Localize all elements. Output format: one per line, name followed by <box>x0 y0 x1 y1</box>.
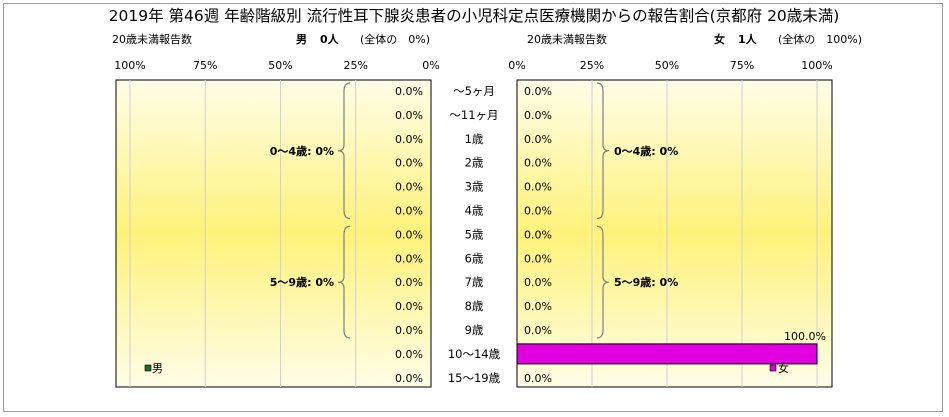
female-value-label: 0.0% <box>524 372 552 385</box>
age-category-label: 15〜19歳 <box>448 371 501 385</box>
female-value-label: 0.0% <box>524 133 552 146</box>
female-value-label: 0.0% <box>524 157 552 170</box>
chart-title: 2019年 第46週 年齢階級別 流行性耳下腺炎患者の小児科定点医療機関からの報… <box>109 7 840 25</box>
male-value-label: 0.0% <box>395 276 423 289</box>
female-report-label: 20歳未満報告数 <box>527 33 607 46</box>
female-panel: 0% 25% 50% 75% 100% 0.0% 0.0% 0.0% 0.0% 0.0% 0.0% 0… <box>508 59 833 388</box>
female-age-group-bracket <box>596 82 610 220</box>
male-value-label: 0.0% <box>395 300 423 313</box>
age-category-label: 10〜14歳 <box>448 347 501 361</box>
female-value-label: 0.0% <box>524 228 552 241</box>
age-category-label: 8歳 <box>465 299 484 313</box>
age-category-label: 5歳 <box>465 227 484 241</box>
male-x-tick-label: 50% <box>268 59 292 72</box>
female-x-tick-label: 50% <box>655 59 679 72</box>
female-age-group-bracket <box>596 225 610 339</box>
female-value-label: 0.0% <box>524 276 552 289</box>
age-category-label: 〜11ヶ月 <box>449 108 498 122</box>
male-age-group-bracket <box>337 225 351 339</box>
age-category-label: 7歳 <box>465 275 484 289</box>
male-plot-area <box>115 79 432 388</box>
male-x-tick-label: 100% <box>114 59 145 72</box>
female-share-label: (全体の 100%) <box>778 32 862 46</box>
age-category-label: 6歳 <box>465 251 484 265</box>
female-x-tick-label: 25% <box>580 59 604 72</box>
male-value-label: 0.0% <box>395 348 423 361</box>
age-category-label: 〜5ヶ月 <box>453 84 495 98</box>
male-value-label: 0.0% <box>395 324 423 337</box>
female-value-label: 0.0% <box>524 85 552 98</box>
male-value-label: 0.0% <box>395 228 423 241</box>
female-value-label: 100.0% <box>784 330 826 343</box>
age-category-label: 9歳 <box>465 323 484 337</box>
male-share-label: (全体の 0%) <box>360 32 430 46</box>
male-age-group-bracket <box>337 82 351 220</box>
male-report-label: 20歳未満報告数 <box>112 33 192 46</box>
male-count-label: 0人 <box>320 32 340 46</box>
female-x-tick-label: 100% <box>801 59 832 72</box>
male-x-tick-label: 75% <box>193 59 217 72</box>
female-legend-swatch <box>769 364 777 372</box>
female-legend-label: 女 <box>778 361 789 375</box>
female-bar <box>516 343 818 365</box>
female-count-label: 1人 <box>738 32 758 46</box>
female-value-label: 0.0% <box>524 252 552 265</box>
female-value-label: 0.0% <box>524 109 552 122</box>
male-age-group-label: 0〜4歳: 0% <box>270 144 334 158</box>
male-value-label: 0.0% <box>395 205 423 218</box>
male-value-label: 0.0% <box>395 109 423 122</box>
age-category-label: 4歳 <box>465 204 484 218</box>
male-x-tick-label: 25% <box>344 59 368 72</box>
male-sex-label: 男 <box>296 33 307 46</box>
female-age-group-label: 0〜4歳: 0% <box>614 144 678 158</box>
female-sex-label: 女 <box>714 32 725 46</box>
male-value-label: 0.0% <box>395 157 423 170</box>
female-age-group-label: 5〜9歳: 0% <box>614 275 678 289</box>
male-value-label: 0.0% <box>395 181 423 194</box>
female-value-label: 0.0% <box>524 205 552 218</box>
age-category-labels: 〜5ヶ月〜11ヶ月 1歳 2歳 3歳 4歳 5歳 6歳 7歳 8歳 9歳 10〜14歳 15〜19歳 <box>448 84 501 385</box>
age-category-label: 2歳 <box>465 156 484 170</box>
female-value-label: 0.0% <box>524 324 552 337</box>
male-age-group-label: 5〜9歳: 0% <box>270 275 334 289</box>
female-x-tick-label: 75% <box>730 59 754 72</box>
male-value-label: 0.0% <box>395 85 423 98</box>
male-panel: 100% 75% 50% 25% 0% 0.0% 0.0% 0.0% 0.0% 0.0% 0.0% 0… <box>114 59 440 388</box>
female-x-tick-label: 0% <box>508 59 525 72</box>
age-category-label: 1歳 <box>465 132 484 146</box>
female-plot-area <box>516 79 833 388</box>
male-legend-swatch <box>144 364 152 372</box>
male-value-label: 0.0% <box>395 372 423 385</box>
male-value-label: 0.0% <box>395 252 423 265</box>
female-value-label: 0.0% <box>524 181 552 194</box>
male-value-label: 0.0% <box>395 133 423 146</box>
male-legend-label: 男 <box>152 362 163 375</box>
age-category-label: 3歳 <box>465 180 484 194</box>
male-x-tick-label: 0% <box>422 59 439 72</box>
female-value-label: 0.0% <box>524 300 552 313</box>
